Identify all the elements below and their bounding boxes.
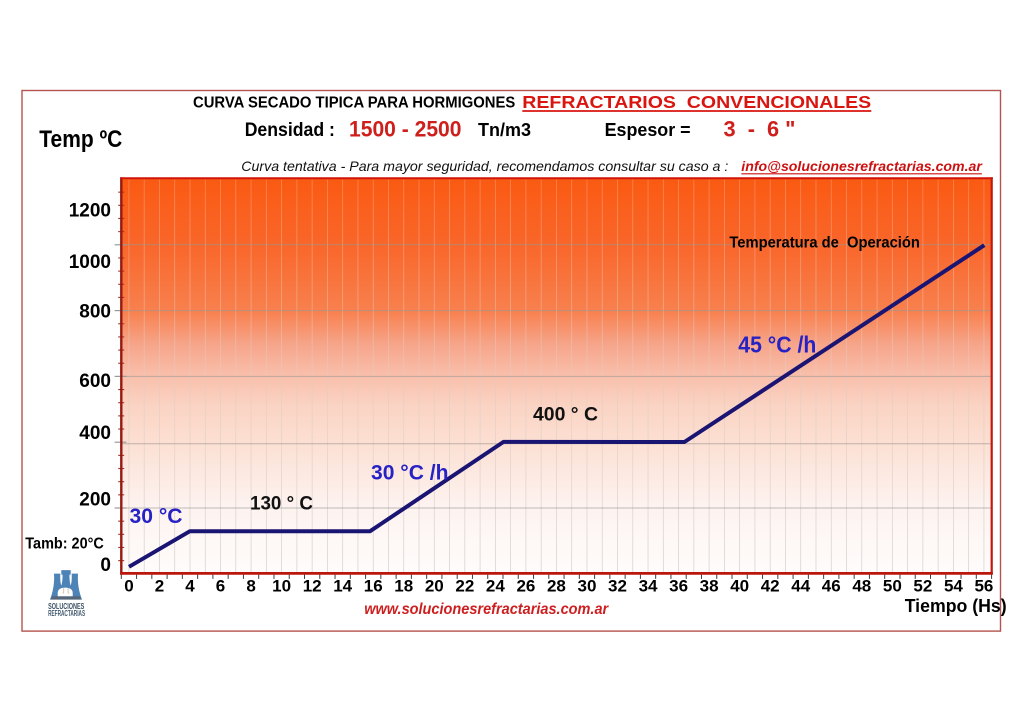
svg-text:SOLUCIONES: SOLUCIONES [48, 602, 85, 611]
svg-text:38: 38 [700, 576, 719, 595]
svg-text:50: 50 [883, 576, 902, 595]
svg-text:600: 600 [79, 371, 111, 392]
svg-text:3 - 6 ": 3 - 6 " [724, 117, 796, 142]
svg-text:56: 56 [974, 576, 993, 595]
svg-text:130 ° C: 130 ° C [250, 493, 313, 515]
svg-text:Espesor =: Espesor = [605, 119, 691, 140]
svg-text:30: 30 [578, 576, 597, 595]
svg-text:8: 8 [246, 576, 255, 595]
svg-text:REFRACTARIOS CONVENCIONALES: REFRACTARIOS CONVENCIONALES [522, 92, 871, 112]
svg-text:info@solucionesrefractarias.co: info@solucionesrefractarias.com.ar [741, 159, 982, 174]
svg-text:400: 400 [79, 423, 111, 444]
svg-text:10: 10 [272, 576, 291, 595]
svg-text:36: 36 [669, 576, 688, 595]
svg-text:200: 200 [79, 489, 111, 510]
svg-text:6: 6 [216, 576, 225, 595]
svg-text:Densidad :: Densidad : [245, 120, 335, 141]
svg-text:2: 2 [155, 576, 164, 595]
svg-text:52: 52 [913, 576, 932, 595]
svg-text:12: 12 [303, 576, 322, 595]
svg-text:44: 44 [791, 576, 810, 595]
svg-text:Temp ºC: Temp ºC [39, 126, 122, 153]
svg-text:26: 26 [516, 576, 535, 595]
svg-text:Curva tentativa - Para mayor s: Curva tentativa - Para mayor seguridad, … [241, 159, 728, 174]
svg-text:30 °C /h: 30 °C /h [371, 461, 449, 484]
svg-text:4: 4 [185, 576, 195, 595]
svg-text:20: 20 [425, 576, 444, 595]
svg-text:48: 48 [852, 576, 871, 595]
svg-text:42: 42 [761, 576, 780, 595]
svg-text:34: 34 [639, 576, 658, 595]
svg-text:28: 28 [547, 576, 566, 595]
svg-text:40: 40 [730, 576, 749, 595]
svg-text:45 °C /h: 45 °C /h [738, 331, 816, 357]
svg-text:18: 18 [394, 576, 413, 595]
svg-text:Tamb: 20°C: Tamb: 20°C [25, 536, 104, 553]
svg-text:46: 46 [822, 576, 841, 595]
svg-text:0: 0 [100, 555, 111, 576]
svg-text:54: 54 [944, 576, 963, 595]
svg-text:www.solucionesrefractarias.com: www.solucionesrefractarias.com.ar [364, 601, 609, 618]
svg-text:Temperatura de Operación: Temperatura de Operación [729, 234, 920, 251]
svg-text:Tiempo (Hs): Tiempo (Hs) [905, 595, 1007, 616]
svg-text:1500 - 2500: 1500 - 2500 [349, 117, 462, 142]
svg-text:16: 16 [364, 576, 383, 595]
svg-text:24: 24 [486, 576, 505, 595]
svg-text:30 °C: 30 °C [130, 505, 183, 528]
svg-text:22: 22 [455, 576, 474, 595]
svg-text:Tn/m3: Tn/m3 [478, 119, 531, 140]
svg-text:32: 32 [608, 576, 627, 595]
svg-text:14: 14 [333, 576, 352, 595]
svg-text:1200: 1200 [69, 200, 111, 221]
svg-text:0: 0 [124, 576, 133, 595]
svg-text:800: 800 [79, 302, 111, 323]
svg-text:1000: 1000 [69, 252, 111, 273]
svg-text:CURVA SECADO TIPICA PARA HORMI: CURVA SECADO TIPICA PARA HORMIGONES [193, 94, 516, 111]
svg-text:REFRACTARIAS: REFRACTARIAS [48, 609, 85, 618]
svg-text:400 ° C: 400 ° C [533, 404, 598, 426]
